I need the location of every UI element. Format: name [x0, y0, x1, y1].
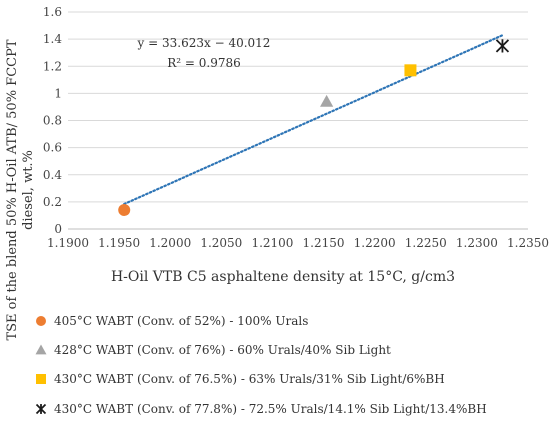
trendline-r2: R² = 0.9786 [167, 56, 241, 70]
trendline-equation: y = 33.623x − 40.012 [137, 36, 271, 50]
x-tick-label: 1.2100 [251, 236, 293, 250]
legend-marker [35, 403, 47, 415]
data-point-3 [404, 64, 417, 77]
legend-label: 428°C WABT (Conv. of 76%) - 60% Urals/40… [54, 343, 391, 357]
y-tick-label: 1.2 [43, 59, 62, 73]
gridlines [68, 11, 528, 203]
legend: 405°C WABT (Conv. of 52%) - 100% Urals 42… [35, 314, 487, 416]
x-tick-label: 1.1900 [47, 236, 89, 250]
legend-marker [35, 344, 47, 355]
x-tick-labels: 1.1900 1.1950 1.2000 1.2050 1.2100 1.2150 1.22… [47, 236, 549, 250]
y-tick-label: 1 [54, 86, 62, 100]
data-points [118, 39, 510, 217]
y-tick-label: 0 [54, 222, 62, 236]
x-tick-label: 1.2300 [456, 236, 498, 250]
y-tick-label: 0.6 [43, 141, 62, 155]
trendline [123, 34, 504, 206]
x-tick-label: 1.2350 [507, 236, 549, 250]
y-tick-label: 0.8 [43, 114, 62, 128]
y-tick-label: 1.4 [43, 32, 62, 46]
trendline-path [123, 34, 504, 206]
data-point-4 [495, 39, 510, 53]
y-axis-label: TSE of the blend 50% H-Oil ATB/ 50% FCCP… [5, 39, 36, 340]
y-axis-label-line-2: diesel, wt.% [21, 150, 36, 230]
x-tick-label: 1.2150 [303, 236, 345, 250]
x-tick-label: 1.2000 [149, 236, 191, 250]
y-axis-label-line-1: TSE of the blend 50% H-Oil ATB/ 50% FCCP… [5, 39, 20, 340]
data-point-2 [320, 94, 334, 107]
data-point-1 [118, 204, 131, 217]
legend-marker [36, 316, 46, 326]
legend-label: 430°C WABT (Conv. of 76.5%) - 63% Urals/… [54, 372, 445, 386]
x-axis-label: H-Oil VTB C5 asphaltene density at 15°C,… [111, 269, 455, 285]
legend-item-3: 430°C WABT (Conv. of 76.5%) - 63% Urals/… [36, 372, 445, 386]
legend-label: 430°C WABT (Conv. of 77.8%) - 72.5% Ural… [54, 402, 487, 416]
y-tick-label: 1.6 [43, 5, 62, 19]
legend-item-1: 405°C WABT (Conv. of 52%) - 100% Urals [36, 314, 308, 328]
legend-item-4: 430°C WABT (Conv. of 77.8%) - 72.5% Ural… [35, 402, 487, 416]
y-tick-label: 0.2 [43, 195, 62, 209]
y-tick-labels: 0 0.2 0.4 0.6 0.8 1 1.2 1.4 1.6 [43, 5, 62, 236]
legend-label: 405°C WABT (Conv. of 52%) - 100% Urals [54, 314, 308, 328]
x-tick-label: 1.2200 [354, 236, 396, 250]
legend-marker [36, 374, 46, 384]
x-tick-label: 1.2050 [200, 236, 242, 250]
x-tick-label: 1.1950 [98, 236, 140, 250]
x-tick-label: 1.2250 [405, 236, 447, 250]
legend-item-2: 428°C WABT (Conv. of 76%) - 60% Urals/40… [35, 343, 391, 357]
y-tick-label: 0.4 [43, 168, 62, 182]
